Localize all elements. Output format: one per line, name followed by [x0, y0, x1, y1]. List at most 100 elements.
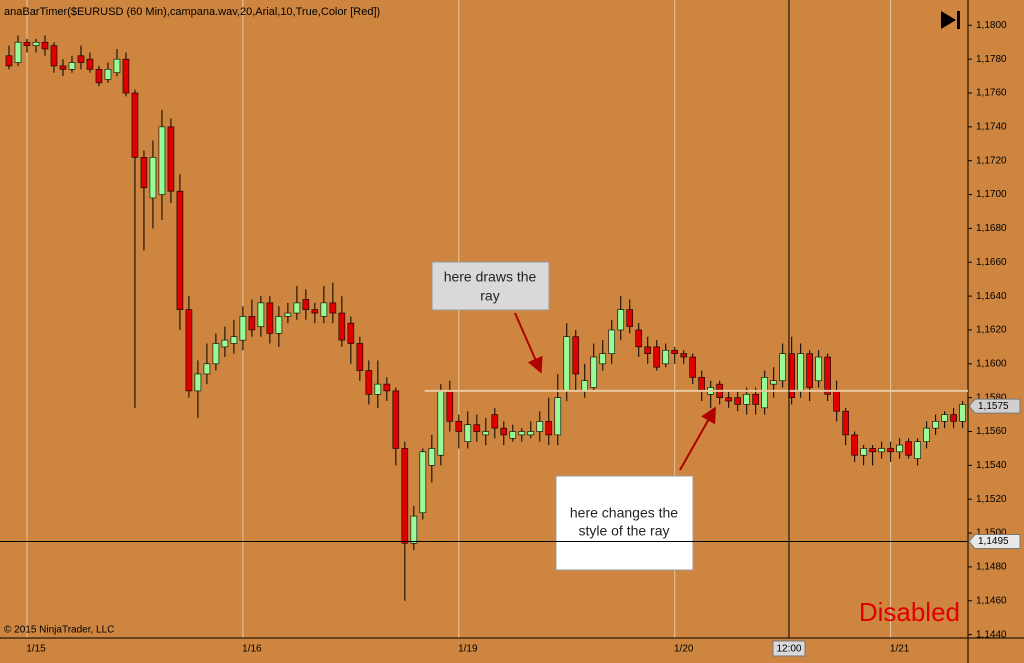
- candle-body: [536, 421, 544, 432]
- y-tick-label: 1,1520: [976, 494, 1007, 505]
- candle-body: [158, 126, 166, 195]
- candle-body: [797, 353, 804, 392]
- y-tick-label: 1,1620: [976, 325, 1007, 336]
- candle-body: [509, 431, 517, 439]
- candle-body: [185, 309, 193, 392]
- candle-body: [419, 451, 427, 514]
- candle-body: [194, 373, 202, 392]
- candle-body: [734, 397, 741, 405]
- indicator-label: anaBarTimer($EURUSD (60 Min),campana.wav…: [4, 6, 380, 18]
- candle-body: [626, 309, 634, 327]
- candle-body: [869, 448, 876, 453]
- crosshair-price-label: 1,1495: [978, 536, 1009, 547]
- y-tick-label: 1,1480: [976, 562, 1007, 573]
- candle-body: [338, 312, 346, 341]
- candle-body: [221, 339, 229, 348]
- x-tick-label: 1/19: [458, 644, 478, 655]
- candle-body: [239, 316, 247, 341]
- candle-body: [689, 356, 697, 378]
- candle-body: [941, 414, 948, 422]
- y-tick-label: 1,1700: [976, 189, 1007, 200]
- candle-body: [32, 41, 40, 46]
- candle-body: [572, 336, 580, 375]
- skip-button[interactable]: [941, 11, 960, 29]
- last-price-box: [968, 398, 1021, 414]
- y-tick-label: 1,1580: [976, 392, 1007, 403]
- candle-body: [95, 69, 103, 84]
- candle-body: [392, 390, 400, 449]
- y-tick-label: 1,1740: [976, 122, 1007, 133]
- callout-text: here draws the: [444, 269, 537, 285]
- y-tick-label: 1,1540: [976, 460, 1007, 471]
- candle-body: [833, 390, 840, 412]
- candle-body: [617, 309, 625, 331]
- callout: here changes the style of the ray: [555, 406, 716, 571]
- candle-body: [608, 329, 616, 354]
- last-price-label: 1,1575: [978, 401, 1009, 412]
- candle-body: [644, 346, 652, 354]
- candle-body: [752, 393, 759, 405]
- candle-body: [23, 41, 31, 46]
- candle-body: [86, 58, 94, 70]
- candle-body: [662, 349, 670, 365]
- copyright: © 2015 NinjaTrader, LLC: [4, 625, 114, 636]
- status: Disabled: [859, 597, 960, 627]
- candle-body: [725, 397, 732, 402]
- candle-body: [896, 444, 903, 453]
- candle-body: [446, 390, 454, 422]
- candle-body: [212, 343, 220, 365]
- candle-body: [554, 397, 562, 436]
- candle-body: [347, 322, 355, 344]
- callout-text: ray: [480, 288, 499, 304]
- candle-body: [329, 302, 337, 314]
- y-tick-label: 1,1660: [976, 257, 1007, 268]
- candle-body: [860, 448, 867, 456]
- candle-body: [41, 41, 49, 50]
- y-tick-label: 1,1560: [976, 426, 1007, 437]
- y-tick-label: 1,1600: [976, 358, 1007, 369]
- candle-body: [914, 441, 921, 459]
- candle-body: [842, 410, 849, 436]
- candle-body: [581, 380, 589, 392]
- candle-body: [743, 393, 750, 405]
- y-tick-label: 1,1680: [976, 223, 1007, 234]
- candle-body: [149, 157, 157, 199]
- candle-body: [248, 316, 256, 331]
- candle-body: [104, 69, 112, 80]
- candle-body: [5, 55, 13, 67]
- candles: [5, 35, 966, 601]
- candle-body: [680, 353, 688, 358]
- candle-body: [374, 383, 382, 395]
- callout: here draws the ray: [431, 261, 550, 374]
- crosshair-time-box: [772, 640, 806, 657]
- candle-body: [482, 431, 490, 436]
- candle-body: [527, 431, 535, 436]
- candle-body: [635, 329, 643, 348]
- candle-body: [284, 312, 292, 317]
- x-tick-label: 1/20: [674, 644, 694, 655]
- candle-body: [131, 92, 139, 158]
- candle-body: [599, 353, 607, 365]
- candle-body: [257, 302, 265, 327]
- candle-body: [815, 356, 822, 382]
- candle-body: [824, 356, 831, 395]
- candle-body: [77, 55, 85, 63]
- candle-body: [293, 302, 301, 314]
- y-tick-label: 1,1760: [976, 88, 1007, 99]
- y-tick-label: 1,1800: [976, 20, 1007, 31]
- candle-body: [302, 299, 310, 310]
- candle-body: [356, 343, 364, 371]
- candle-body: [122, 58, 130, 94]
- x-tick-label: 1/15: [26, 644, 46, 655]
- y-tick-label: 1,1720: [976, 155, 1007, 166]
- candle-body: [14, 41, 22, 63]
- y-tick-label: 1,1500: [976, 528, 1007, 539]
- candle-body: [383, 383, 391, 392]
- callout-text: style of the ray: [578, 523, 669, 539]
- y-tick-label: 1,1440: [976, 629, 1007, 640]
- candle-body: [923, 427, 930, 442]
- candle-body: [932, 421, 939, 429]
- candle-body: [50, 45, 58, 67]
- candle-body: [806, 353, 813, 388]
